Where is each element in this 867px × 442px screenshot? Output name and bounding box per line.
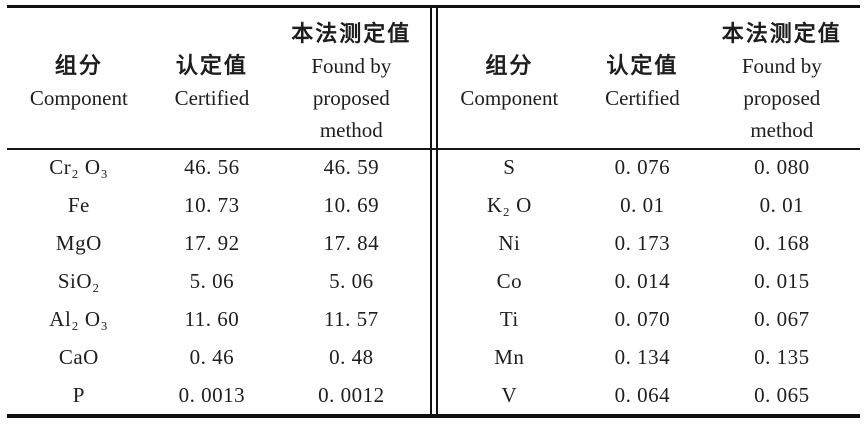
header-found-en-3: method xyxy=(319,118,383,142)
double-vertical-rule xyxy=(429,8,438,414)
header-component-zh: 组分 xyxy=(54,53,103,78)
table-row: Fe 10. 73 10. 69 xyxy=(7,186,430,224)
certified-cell: 5. 06 xyxy=(189,268,235,293)
header-cell-component: 组分 Component xyxy=(7,18,151,148)
found-cell: 11. 57 xyxy=(323,306,379,331)
certified-cell: 0. 070 xyxy=(614,306,671,331)
header-spacer xyxy=(7,114,151,146)
table-row: S 0. 076 0. 080 xyxy=(438,148,861,186)
found-cell: 0. 0012 xyxy=(318,382,385,407)
header-spacer xyxy=(438,114,582,146)
header-certified-zh: 认定值 xyxy=(175,53,248,78)
header-cell-certified: 认定值 Certified xyxy=(151,18,274,148)
found-cell: 17. 84 xyxy=(323,230,380,255)
header-found-en-2: proposed xyxy=(312,86,390,110)
found-cell: 5. 06 xyxy=(329,268,374,293)
component-cell: K₂ O xyxy=(486,192,532,217)
header-spacer xyxy=(581,114,704,146)
component-cell: Al₂ O₃ xyxy=(49,306,109,331)
header-cell-component: 组分 Component xyxy=(438,18,582,148)
header-spacer xyxy=(151,18,274,50)
table-body-right: S 0. 076 0. 080 K₂ O 0. 01 0. 01 Ni 0. 1… xyxy=(438,148,861,414)
certified-cell: 0. 134 xyxy=(614,344,671,369)
component-cell: MgO xyxy=(55,230,102,255)
table-row: Co 0. 014 0. 015 xyxy=(438,262,861,300)
table-header-left: 组分 Component 认定值 Certified 本法测定值 Found b… xyxy=(7,8,430,148)
table-row: Mn 0. 134 0. 135 xyxy=(438,338,861,376)
table-right-half: 组分 Component 认定值 Certified 本法测定值 Found b… xyxy=(438,8,861,414)
certified-cell: 46. 56 xyxy=(184,154,240,179)
certified-cell: 10. 73 xyxy=(184,192,240,217)
found-cell: 0. 135 xyxy=(754,344,810,369)
found-cell: 0. 080 xyxy=(754,154,810,179)
header-spacer xyxy=(7,18,151,50)
component-cell: SiO₂ xyxy=(57,268,100,293)
certified-cell: 0. 01 xyxy=(620,192,665,217)
component-cell: CaO xyxy=(58,344,99,369)
header-certified-en: Certified xyxy=(174,86,250,110)
found-cell: 10. 69 xyxy=(323,192,380,217)
header-spacer xyxy=(151,114,274,146)
table-row: K₂ O 0. 01 0. 01 xyxy=(438,186,861,224)
header-certified-en: Certified xyxy=(605,86,680,110)
component-cell: P xyxy=(72,382,85,407)
table-row: Al₂ O₃ 11. 60 11. 57 xyxy=(7,300,430,338)
table-row: CaO 0. 46 0. 48 xyxy=(7,338,430,376)
certified-cell: 0. 46 xyxy=(189,344,235,369)
header-component-en: Component xyxy=(460,86,559,110)
header-cell-certified: 认定值 Certified xyxy=(581,18,704,148)
certified-cell: 0. 0013 xyxy=(178,382,246,407)
header-found-en-1: Found by xyxy=(741,54,822,78)
found-cell: 0. 065 xyxy=(754,382,810,407)
certified-cell: 11. 60 xyxy=(184,306,240,331)
component-cell: Ti xyxy=(499,306,519,331)
found-cell: 46. 59 xyxy=(323,154,380,179)
table-left-half: 组分 Component 认定值 Certified 本法测定值 Found b… xyxy=(7,8,430,414)
table-row: MgO 17. 92 17. 84 xyxy=(7,224,430,262)
header-found-en-2: proposed xyxy=(743,86,821,110)
header-component-zh: 组分 xyxy=(485,53,534,78)
table-row: Cr₂ O₃ 46. 56 46. 59 xyxy=(7,148,430,186)
header-cell-found: 本法测定值 Found by proposed method xyxy=(704,18,860,148)
table-row: Ni 0. 173 0. 168 xyxy=(438,224,861,262)
found-cell: 0. 168 xyxy=(754,230,810,255)
header-cell-found: 本法测定值 Found by proposed method xyxy=(273,18,429,148)
certified-cell: 17. 92 xyxy=(184,230,240,255)
header-separator-rule xyxy=(7,148,860,150)
found-cell: 0. 48 xyxy=(329,344,374,369)
header-spacer xyxy=(438,18,582,50)
header-found-zh: 本法测定值 xyxy=(291,21,412,46)
certified-cell: 0. 076 xyxy=(614,154,671,179)
found-cell: 0. 067 xyxy=(754,306,810,331)
header-found-en-3: method xyxy=(750,118,814,142)
header-spacer xyxy=(581,18,704,50)
certified-vs-found-table: 组分 Component 认定值 Certified 本法测定值 Found b… xyxy=(7,5,860,418)
component-cell: Fe xyxy=(67,192,90,217)
header-found-en-1: Found by xyxy=(311,54,392,78)
table-row: Ti 0. 070 0. 067 xyxy=(438,300,861,338)
header-found-zh: 本法测定值 xyxy=(721,21,842,46)
table-row: P 0. 0013 0. 0012 xyxy=(7,376,430,414)
table-body-left: Cr₂ O₃ 46. 56 46. 59 Fe 10. 73 10. 69 Mg… xyxy=(7,148,430,414)
component-cell: Mn xyxy=(494,344,525,369)
certified-cell: 0. 173 xyxy=(614,230,671,255)
certified-cell: 0. 014 xyxy=(614,268,671,293)
component-cell: Cr₂ O₃ xyxy=(49,154,109,179)
header-component-en: Component xyxy=(29,86,128,110)
component-cell: Ni xyxy=(498,230,521,255)
component-cell: V xyxy=(501,382,518,407)
certified-cell: 0. 064 xyxy=(614,382,671,407)
table-header-right: 组分 Component 认定值 Certified 本法测定值 Found b… xyxy=(438,8,861,148)
table-row: V 0. 064 0. 065 xyxy=(438,376,861,414)
found-cell: 0. 01 xyxy=(759,192,805,217)
component-cell: Co xyxy=(496,268,523,293)
component-cell: S xyxy=(503,154,516,179)
found-cell: 0. 015 xyxy=(754,268,810,293)
table-row: SiO₂ 5. 06 5. 06 xyxy=(7,262,430,300)
header-certified-zh: 认定值 xyxy=(606,53,679,78)
